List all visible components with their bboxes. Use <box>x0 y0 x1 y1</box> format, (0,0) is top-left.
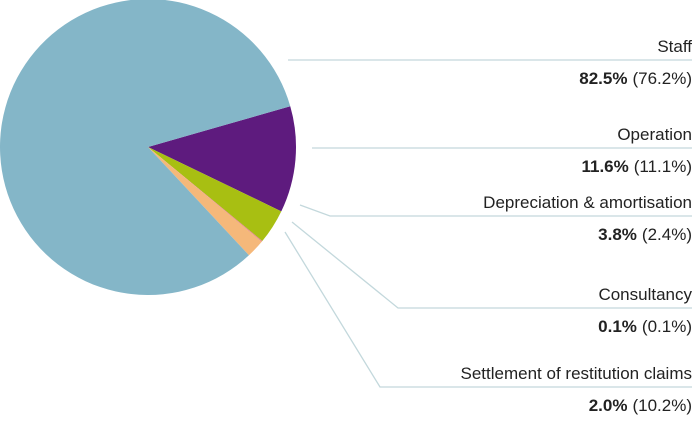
slice-label: Settlement of restitution claims <box>461 364 692 383</box>
prior-value-label: (2.4%) <box>642 225 692 244</box>
leader-line <box>291 221 692 309</box>
prior-value-label: (0.1%) <box>642 317 692 336</box>
pie-slice <box>148 147 262 256</box>
value-label: 11.6% <box>581 157 628 176</box>
slice-value: 0.1% (0.1%) <box>598 317 692 336</box>
slice-label: Consultancy <box>598 285 692 304</box>
pie-slice <box>148 106 296 212</box>
slice-value: 82.5% (76.2%) <box>579 69 692 88</box>
value-label: 3.8% <box>598 225 637 244</box>
value-label: 2.0% <box>589 396 628 415</box>
slice-label: Operation <box>617 125 692 144</box>
prior-value-label: (11.1%) <box>634 157 692 176</box>
pie-slice <box>0 0 291 295</box>
pie-slice <box>148 147 282 242</box>
slice-value: 2.0% (10.2%) <box>589 396 692 415</box>
slice-label: Staff <box>657 37 692 56</box>
slice-value: 3.8% (2.4%) <box>598 225 692 244</box>
prior-value-label: (76.2%) <box>632 69 692 88</box>
value-label: 0.1% <box>598 317 637 336</box>
slice-value: 11.6% (11.1%) <box>581 157 692 176</box>
value-label: 82.5% <box>579 69 627 88</box>
leader-line <box>284 231 692 388</box>
slice-label: Depreciation & amortisation <box>483 193 692 212</box>
prior-value-label: (10.2%) <box>632 396 692 415</box>
pie-slice <box>148 147 263 242</box>
leader-line <box>299 204 692 217</box>
